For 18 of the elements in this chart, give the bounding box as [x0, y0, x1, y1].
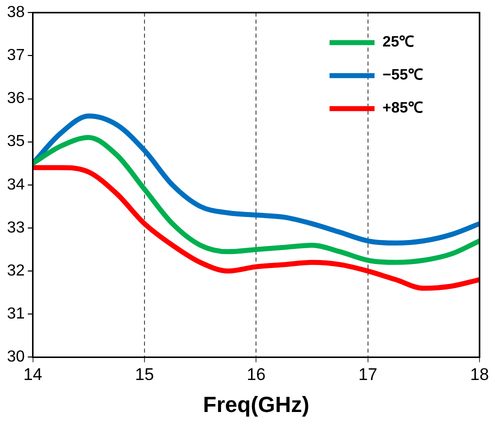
y-tick-label: 33 [7, 219, 25, 236]
x-tick-label: 16 [246, 365, 266, 384]
y-tick-label: 30 [7, 348, 25, 366]
legend-label: −55℃ [382, 66, 423, 84]
y-tick-label: 34 [7, 176, 25, 194]
x-tick-label: 14 [23, 365, 42, 384]
x-tick-label: 17 [358, 365, 378, 384]
y-tick-label: 31 [7, 306, 25, 323]
y-tick-label: 37 [7, 47, 25, 64]
y-tick-label: 38 [7, 4, 25, 22]
y-tick-label: 36 [7, 90, 25, 108]
legend-label: 25℃ [382, 34, 414, 51]
x-axis-title: Freq(GHz) [203, 392, 310, 417]
x-tick-label: 15 [135, 365, 154, 384]
y-tick-label: 35 [7, 133, 25, 150]
y-tick-label: 32 [7, 262, 25, 280]
legend-label: +85℃ [382, 100, 423, 117]
x-tick-label: 18 [470, 365, 490, 384]
